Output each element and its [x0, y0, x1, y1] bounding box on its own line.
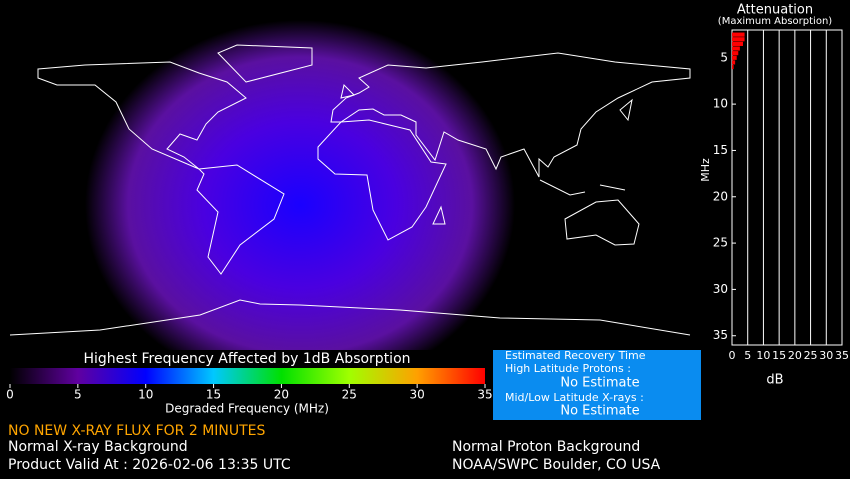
- colorbar-tick-label: 10: [138, 388, 153, 402]
- coastline: [196, 164, 285, 275]
- coastline: [340, 84, 633, 225]
- coastline: [9, 299, 691, 336]
- colorbar-tick-label: 5: [74, 388, 82, 402]
- colorbar-tick-label: 25: [342, 388, 357, 402]
- coastline: [317, 119, 447, 241]
- colorbar-label: Degraded Frequency (MHz): [165, 402, 329, 416]
- x-tick-label: 0: [729, 349, 736, 362]
- bar: [732, 32, 745, 37]
- map: [9, 20, 691, 350]
- x-tick-label: 35: [835, 349, 849, 362]
- bar: [732, 41, 743, 46]
- x-tick-label: 20: [788, 349, 802, 362]
- y-tick-label: 20: [713, 189, 728, 203]
- bar: [732, 51, 739, 56]
- colorbar-title: Highest Frequency Affected by 1dB Absorp…: [83, 351, 410, 367]
- colorbar-tick-label: 35: [477, 388, 492, 402]
- status-text: Normal Proton Background: [452, 439, 640, 455]
- coastline: [539, 179, 640, 246]
- coastline: [330, 52, 691, 178]
- y-tick-label: 35: [713, 328, 728, 342]
- recovery-value: No Estimate: [560, 404, 639, 419]
- recovery-value: No Estimate: [560, 376, 639, 391]
- y-tick-label: 25: [713, 236, 728, 250]
- dayside-absorption: [85, 20, 515, 350]
- coastline: [37, 61, 247, 170]
- alert: NO NEW X-RAY FLUX FOR 2 MINUTES: [8, 423, 266, 439]
- y-tick-label: 10: [713, 97, 728, 111]
- recovery-label: High Latitude Protons :: [505, 362, 631, 375]
- y-tick-label: 15: [713, 143, 728, 157]
- bar: [732, 64, 734, 70]
- y-axis-label: MHz: [699, 158, 712, 182]
- status-text: Normal X-ray Background: [8, 439, 188, 455]
- recovery-label: Mid/Low Latitude X-rays :: [505, 391, 644, 404]
- y-tick-label: 5: [720, 50, 728, 64]
- bar: [732, 55, 737, 60]
- bar: [732, 37, 745, 42]
- y-tick-label: 30: [713, 282, 728, 296]
- status-text: Product Valid At : 2026-02-06 13:35 UTC: [8, 457, 291, 473]
- colorbar-tick-label: 20: [274, 388, 289, 402]
- bar: [732, 60, 736, 65]
- x-axis-label: dB: [766, 373, 783, 388]
- x-tick-label: 25: [804, 349, 818, 362]
- colorbar: [10, 368, 485, 384]
- status-text: NOAA/SWPC Boulder, CO USA: [452, 457, 661, 473]
- x-tick-label: 10: [756, 349, 770, 362]
- colorbar-tick-label: 15: [206, 388, 221, 402]
- colorbar-tick-label: 0: [6, 388, 14, 402]
- colorbar-tick-label: 30: [410, 388, 425, 402]
- coastline: [217, 44, 313, 83]
- x-tick-label: 15: [772, 349, 786, 362]
- chart-subtitle: (Maximum Absorption): [718, 16, 832, 27]
- x-tick-label: 30: [819, 349, 833, 362]
- chart-title: Attenuation: [737, 3, 813, 18]
- x-tick-label: 5: [744, 349, 751, 362]
- recovery-box: [493, 350, 701, 420]
- bar: [732, 46, 740, 51]
- recovery-title: Estimated Recovery Time: [505, 349, 646, 362]
